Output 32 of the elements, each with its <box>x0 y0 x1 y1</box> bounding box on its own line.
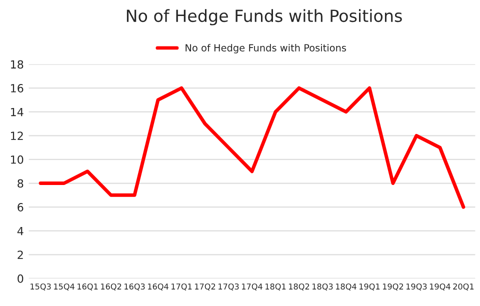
x-tick-label: 19Q3 <box>406 283 427 290</box>
x-tick-label: 20Q1 <box>453 283 474 290</box>
x-tick-label: 19Q2 <box>382 283 404 290</box>
x-tick-label: 16Q2 <box>101 283 122 290</box>
x-tick-label: 19Q1 <box>360 283 380 290</box>
chart-title: No of Hedge Funds with Positions <box>126 9 402 26</box>
line-series <box>38 86 466 209</box>
x-tick-label: 16Q1 <box>78 283 98 290</box>
x-tick-label: 19Q4 <box>430 283 450 290</box>
x-tick-label: 17Q2 <box>195 283 216 290</box>
legend-label: No of Hedge Funds with Positions <box>186 44 346 54</box>
x-tick-label: 18Q3 <box>312 283 333 290</box>
x-tick-label: 16Q4 <box>148 283 168 290</box>
y-tick-label: 14 <box>11 108 24 116</box>
y-tick-label: 18 <box>11 60 24 69</box>
x-tick-label: 15Q3 <box>30 283 51 290</box>
y-tick-label: 6 <box>18 203 24 212</box>
x-tick-label: 18Q2 <box>289 283 310 290</box>
x-tick-label: 16Q3 <box>124 283 145 290</box>
y-tick-label: 8 <box>18 179 24 188</box>
x-tick-label: 18Q4 <box>336 283 356 290</box>
x-tick-label: 18Q1 <box>266 283 286 290</box>
x-tick-label: 15Q4 <box>54 283 74 290</box>
x-tick-label: 17Q3 <box>218 283 239 290</box>
y-tick-label: 10 <box>11 155 24 164</box>
y-tick-label: 0 <box>18 274 24 283</box>
y-tick-label: 12 <box>11 132 23 140</box>
y-tick-label: 4 <box>17 226 24 236</box>
x-tick-label: 17Q1 <box>172 283 192 290</box>
y-tick-label: 2 <box>18 250 23 259</box>
y-tick-label: 16 <box>11 84 24 92</box>
x-tick-label: 17Q4 <box>242 283 262 290</box>
